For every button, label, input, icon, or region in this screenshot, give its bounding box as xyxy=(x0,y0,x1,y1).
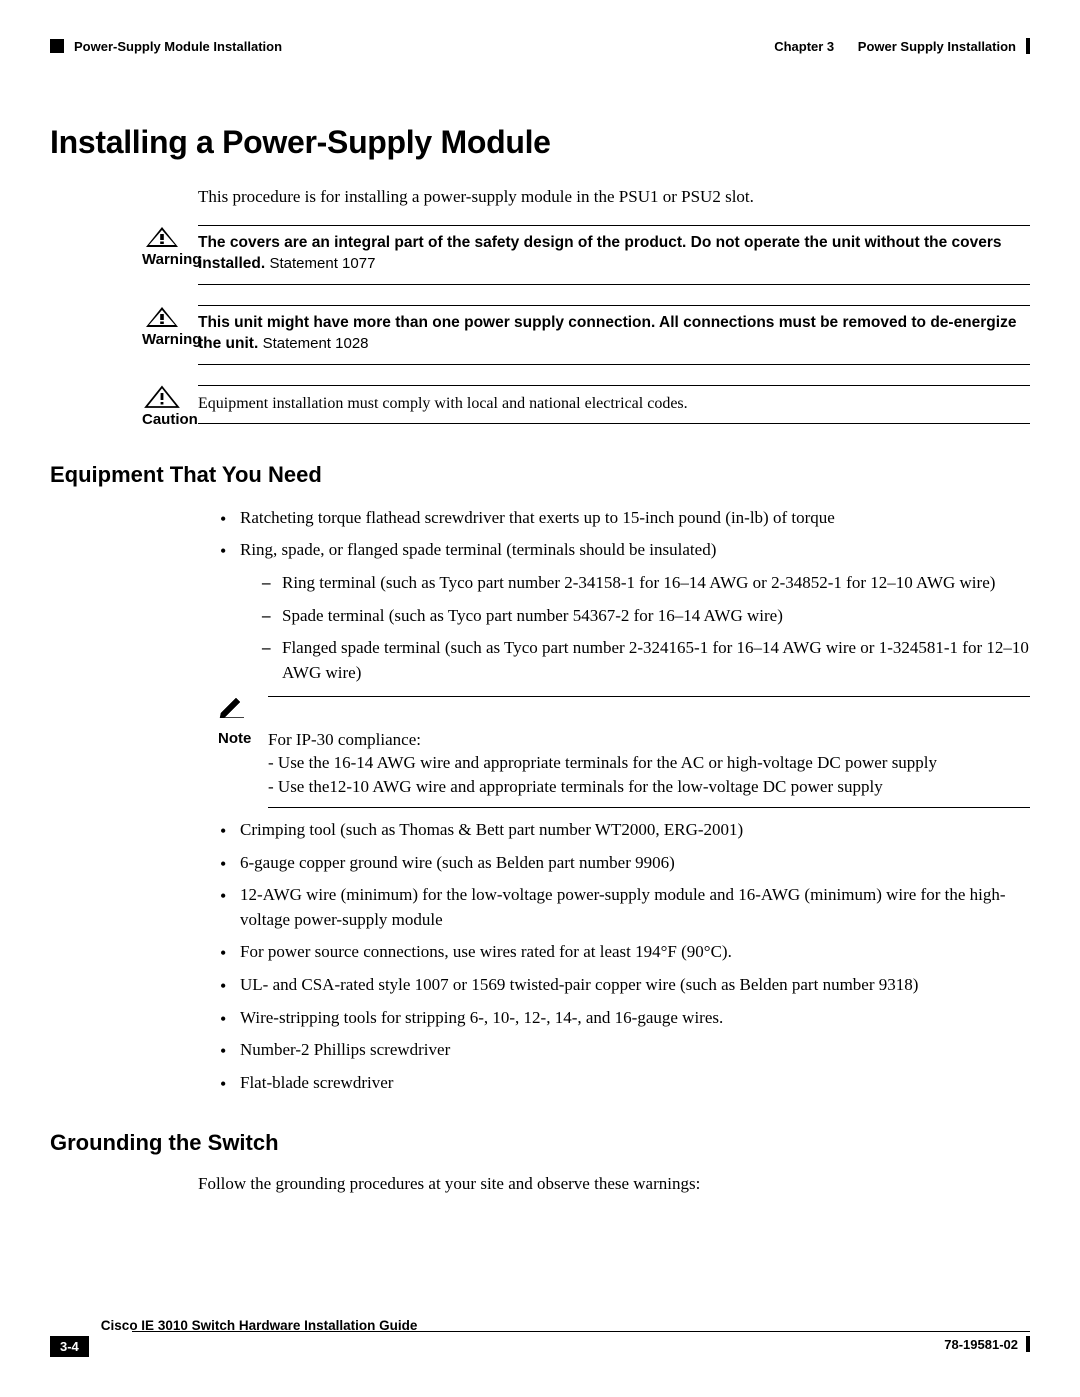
list-item: Ring, spade, or flanged spade terminal (… xyxy=(220,538,1030,808)
grounding-intro: Follow the grounding procedures at your … xyxy=(198,1174,1030,1194)
list-item: Flanged spade terminal (such as Tyco par… xyxy=(262,636,1030,685)
list-item: 12-AWG wire (minimum) for the low-voltag… xyxy=(220,883,1030,932)
footer-right: 78-19581-02 xyxy=(944,1336,1030,1352)
caution-label: Caution xyxy=(142,411,198,428)
header-left: Power-Supply Module Installation xyxy=(50,39,282,54)
header-chapter-title: Power Supply Installation xyxy=(858,39,1016,54)
list-item: For power source connections, use wires … xyxy=(220,940,1030,965)
warning-label-col: Warning xyxy=(50,225,198,268)
footer-guide-title: Cisco IE 3010 Switch Hardware Installati… xyxy=(101,1318,418,1333)
header-marker-icon xyxy=(50,39,64,53)
footer-row: 3-4 Cisco IE 3010 Switch Hardware Instal… xyxy=(50,1336,1030,1357)
footer-doc-number: 78-19581-02 xyxy=(944,1337,1018,1352)
list-item: Wire-stripping tools for stripping 6-, 1… xyxy=(220,1006,1030,1031)
page-number-badge: 3-4 xyxy=(50,1336,89,1357)
caution-text: Equipment installation must comply with … xyxy=(198,395,688,412)
warning-statement: Statement 1028 xyxy=(263,335,369,352)
note-label: Note xyxy=(218,728,251,750)
warning-icon xyxy=(142,225,182,249)
grounding-heading: Grounding the Switch xyxy=(50,1130,1030,1156)
header-right: Chapter 3 Power Supply Installation xyxy=(774,38,1030,54)
footer-bar-icon xyxy=(1026,1336,1030,1352)
caution-label-col: Caution xyxy=(50,385,198,428)
note-line: - Use the12-10 AWG wire and appropriate … xyxy=(268,775,1030,799)
warning-block-1: Warning The covers are an integral part … xyxy=(50,225,1030,285)
note-label-col: Note xyxy=(218,696,262,750)
warning-block-2: Warning This unit might have more than o… xyxy=(50,305,1030,365)
caution-icon xyxy=(142,385,182,409)
equipment-heading: Equipment That You Need xyxy=(50,462,1030,488)
warning-body: The covers are an integral part of the s… xyxy=(198,225,1030,285)
intro-paragraph: This procedure is for installing a power… xyxy=(198,187,1030,207)
list-item: Spade terminal (such as Tyco part number… xyxy=(262,604,1030,629)
note-block: Note For IP-30 compliance: - Use the 16-… xyxy=(218,696,1030,808)
list-item: Ring terminal (such as Tyco part number … xyxy=(262,571,1030,596)
list-item: UL- and CSA-rated style 1007 or 1569 twi… xyxy=(220,973,1030,998)
footer-left: 3-4 Cisco IE 3010 Switch Hardware Instal… xyxy=(50,1336,417,1357)
warning-label: Warning xyxy=(142,331,201,348)
caution-block: Caution Equipment installation must comp… xyxy=(50,385,1030,428)
note-line: - Use the 16-14 AWG wire and appropriate… xyxy=(268,751,1030,775)
note-line: For IP-30 compliance: xyxy=(268,728,1030,752)
caution-body: Equipment installation must comply with … xyxy=(198,385,1030,425)
warning-label: Warning xyxy=(142,251,201,268)
warning-icon xyxy=(142,305,182,329)
list-item: Crimping tool (such as Thomas & Bett par… xyxy=(220,818,1030,843)
list-item: Ratcheting torque flathead screwdriver t… xyxy=(220,506,1030,531)
sub-list: Ring terminal (such as Tyco part number … xyxy=(262,571,1030,686)
list-item: Number-2 Phillips screwdriver xyxy=(220,1038,1030,1063)
page-header: Power-Supply Module Installation Chapter… xyxy=(50,38,1030,54)
warning-statement: Statement 1077 xyxy=(270,255,376,272)
warning-label-col: Warning xyxy=(50,305,198,348)
note-pencil-icon xyxy=(218,696,246,718)
equipment-list: Ratcheting torque flathead screwdriver t… xyxy=(220,506,1030,1096)
note-body: For IP-30 compliance: - Use the 16-14 AW… xyxy=(268,696,1030,808)
header-bar-icon xyxy=(1026,38,1030,54)
list-item: Flat-blade screwdriver xyxy=(220,1071,1030,1096)
page-title: Installing a Power-Supply Module xyxy=(50,124,1030,161)
list-item: 6-gauge copper ground wire (such as Beld… xyxy=(220,851,1030,876)
header-section-title: Power-Supply Module Installation xyxy=(74,39,282,54)
warning-body: This unit might have more than one power… xyxy=(198,305,1030,365)
list-item-text: Ring, spade, or flanged spade terminal (… xyxy=(240,540,716,559)
header-chapter-label: Chapter 3 xyxy=(774,39,834,54)
page-footer: 3-4 Cisco IE 3010 Switch Hardware Instal… xyxy=(50,1331,1030,1357)
